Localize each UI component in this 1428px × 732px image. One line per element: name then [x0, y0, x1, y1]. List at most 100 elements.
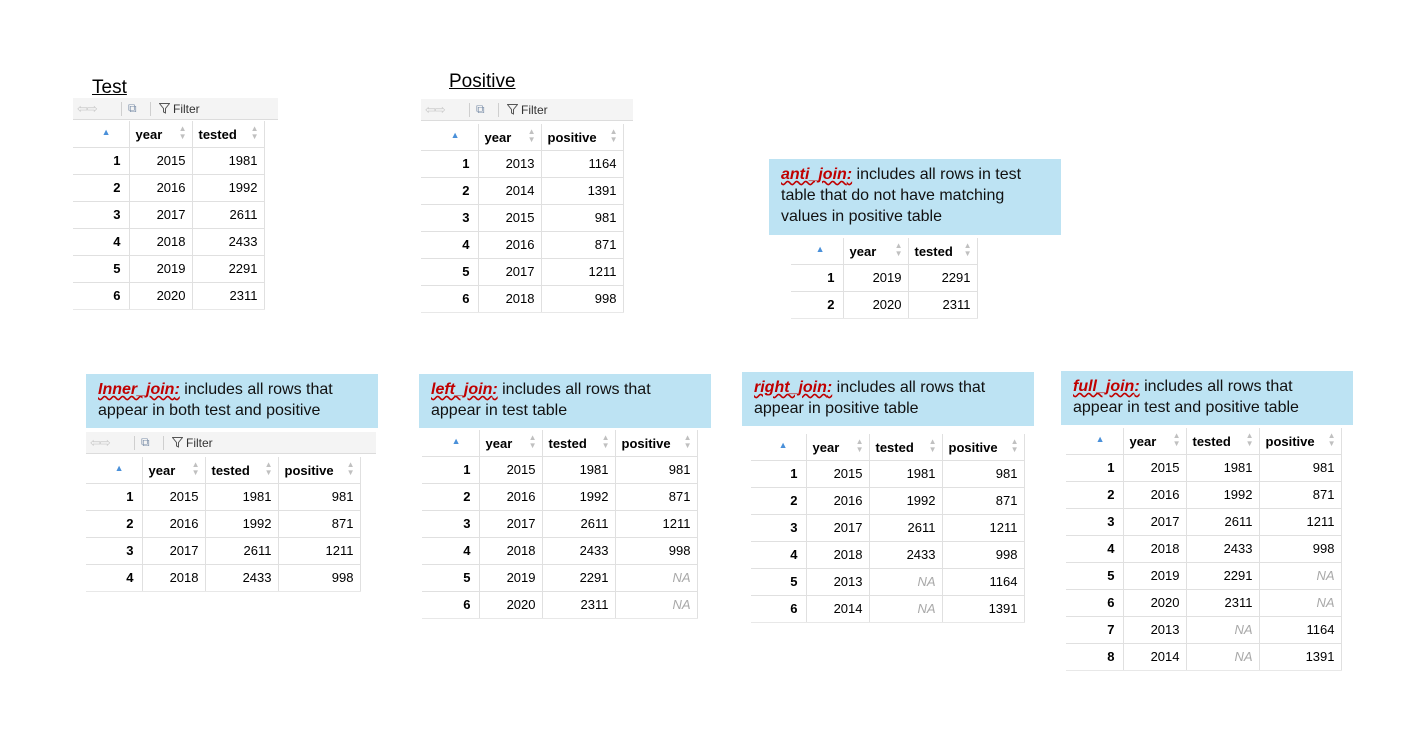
cell-tested: 2433: [542, 537, 616, 565]
cell-year: 2013: [806, 568, 870, 596]
table-row: 4 2018 2433 998: [751, 541, 1025, 569]
inner-join-table: ▲ year ▲ ▼ tested ▲ ▼ positive ▲ ▼ 1 2015 1981 981 2 20…: [86, 457, 361, 592]
column-header-tested[interactable]: tested ▲ ▼: [1186, 428, 1260, 455]
cell-year: 2020: [843, 291, 909, 319]
positive-title: Positive: [449, 71, 516, 92]
full-join-desc: includes all rows that appear in test an…: [1073, 378, 1299, 416]
filter-button[interactable]: Filter: [172, 436, 213, 450]
row-index: 5: [751, 568, 807, 596]
column-header-label: positive: [621, 435, 671, 451]
row-index: 2: [751, 487, 807, 515]
cell-year: 2015: [479, 456, 543, 484]
column-header-positive[interactable]: positive ▲ ▼: [942, 434, 1025, 461]
table-row: 3 2015 981: [421, 204, 624, 232]
row-index-header[interactable]: ▲: [751, 434, 807, 461]
cell-tested: 2291: [192, 255, 265, 283]
cell-year: 2013: [1123, 616, 1187, 644]
table-row: 4 2018 2433 998: [1066, 535, 1342, 563]
toolbar-divider: [150, 101, 151, 116]
table-row: 1 2015 1981: [73, 147, 265, 175]
cell-positive: 1391: [942, 595, 1025, 623]
cell-positive: 981: [942, 460, 1025, 488]
row-index: 1: [421, 150, 479, 178]
back-forward-icon[interactable]: ⇦⇨: [90, 434, 111, 450]
column-header-tested[interactable]: tested ▲ ▼: [908, 238, 978, 265]
back-forward-icon[interactable]: ⇦⇨: [77, 100, 98, 116]
cell-tested: 2611: [869, 514, 943, 542]
cell-tested: 2291: [542, 564, 616, 592]
cell-year: 2015: [1123, 454, 1187, 482]
cell-year: 2016: [806, 487, 870, 515]
row-index-header[interactable]: ▲: [86, 457, 143, 484]
column-header-year[interactable]: year ▲ ▼: [843, 238, 909, 265]
column-header-positive[interactable]: positive ▲ ▼: [541, 124, 624, 151]
header-row: ▲ year ▲ ▼ tested ▲ ▼ positive ▲ ▼: [751, 434, 1025, 461]
column-header-tested[interactable]: tested ▲ ▼: [542, 430, 616, 457]
inner-join-colon: :: [174, 381, 180, 398]
row-index: 6: [1066, 589, 1124, 617]
filter-label: Filter: [173, 101, 200, 116]
row-index: 7: [1066, 616, 1124, 644]
column-header-tested[interactable]: tested ▲ ▼: [869, 434, 943, 461]
cell-year: 2015: [142, 483, 206, 511]
sort-icon: ▲ ▼: [1327, 431, 1336, 448]
column-header-label: tested: [211, 462, 250, 478]
column-header-year[interactable]: year ▲ ▼: [806, 434, 870, 461]
column-header-positive[interactable]: positive ▲ ▼: [278, 457, 361, 484]
table-row: 4 2018 2433: [73, 228, 265, 256]
column-header-tested[interactable]: tested ▲ ▼: [192, 121, 265, 148]
cell-tested: 1992: [869, 487, 943, 515]
column-header-year[interactable]: year ▲ ▼: [142, 457, 206, 484]
cell-positive: 1391: [541, 177, 624, 205]
popout-icon[interactable]: ⧉: [128, 101, 137, 115]
sort-icon: ▲ ▼: [963, 241, 972, 258]
row-index: 2: [73, 174, 130, 202]
sort-icon: ▲ ▼: [928, 437, 937, 454]
row-index: 8: [1066, 643, 1124, 671]
row-index-header[interactable]: ▲: [1066, 428, 1124, 455]
inner-join-fn: Inner_join: [98, 381, 175, 398]
filter-icon: [159, 103, 170, 114]
row-index-header[interactable]: ▲: [791, 238, 844, 265]
column-header-year[interactable]: year ▲ ▼: [478, 124, 542, 151]
column-header-year[interactable]: year ▲ ▼: [479, 430, 543, 457]
column-header-positive[interactable]: positive ▲ ▼: [615, 430, 698, 457]
filter-icon: [172, 437, 183, 448]
row-index-header[interactable]: ▲: [421, 124, 479, 151]
cell-positive: NA: [1259, 562, 1342, 590]
table-row: 1 2019 2291: [791, 264, 978, 292]
table-row: 5 2017 1211: [421, 258, 624, 286]
cell-year: 2016: [142, 510, 206, 538]
cell-year: 2018: [1123, 535, 1187, 563]
row-index-header[interactable]: ▲: [422, 430, 480, 457]
cell-tested: 2311: [192, 282, 265, 310]
popout-icon[interactable]: ⧉: [476, 102, 485, 116]
filter-button[interactable]: Filter: [159, 102, 200, 116]
popout-icon[interactable]: ⧉: [141, 435, 150, 449]
sort-icon: ▲ ▼: [894, 241, 903, 258]
column-header-year[interactable]: year ▲ ▼: [1123, 428, 1187, 455]
cell-tested: 1992: [205, 510, 279, 538]
back-forward-icon[interactable]: ⇦⇨: [425, 101, 446, 117]
column-header-positive[interactable]: positive ▲ ▼: [1259, 428, 1342, 455]
cell-tested: 1992: [1186, 481, 1260, 509]
column-header-tested[interactable]: tested ▲ ▼: [205, 457, 279, 484]
row-index-header[interactable]: ▲: [73, 121, 130, 148]
table-row: 2 2016 1992 871: [751, 487, 1025, 515]
cell-positive: 871: [615, 483, 698, 511]
cell-positive: 981: [615, 456, 698, 484]
column-header-year[interactable]: year ▲ ▼: [129, 121, 193, 148]
table-row: 1 2015 1981 981: [422, 456, 698, 484]
filter-button[interactable]: Filter: [507, 103, 548, 117]
cell-tested: 2311: [1186, 589, 1260, 617]
toolbar-divider: [163, 435, 164, 450]
row-index: 5: [73, 255, 130, 283]
header-row: ▲ year ▲ ▼ positive ▲ ▼: [421, 124, 624, 151]
cell-tested: 2611: [1186, 508, 1260, 536]
table-row: 5 2019 2291 NA: [422, 564, 698, 592]
table-row: 4 2018 2433 998: [86, 564, 361, 592]
row-index: 2: [791, 291, 844, 319]
row-index: 1: [86, 483, 143, 511]
filter-label: Filter: [186, 435, 213, 450]
cell-positive: NA: [1259, 589, 1342, 617]
